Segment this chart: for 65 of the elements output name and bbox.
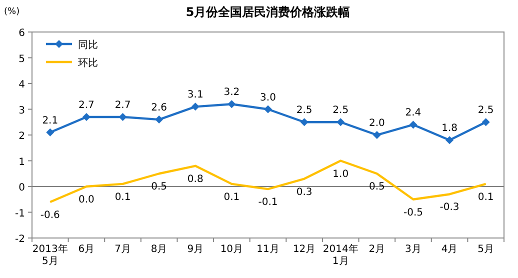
data-label: 0.1 xyxy=(478,192,494,203)
x-tick-label: 5月 xyxy=(478,244,494,255)
data-label: 3.1 xyxy=(187,90,204,101)
x-tick-label: 2014年 1月 xyxy=(322,243,358,267)
y-tick-label: 2 xyxy=(18,131,25,142)
x-tick-label: 3月 xyxy=(405,244,422,255)
x-tick-label: 12月 xyxy=(292,244,316,255)
point xyxy=(191,102,200,111)
x-tick-label: 2013年 5月 xyxy=(32,243,68,267)
y-tick-label: 0 xyxy=(18,182,25,194)
y-tick-label: 1 xyxy=(18,156,25,168)
x-tick-label: 9月 xyxy=(187,244,204,255)
data-label: 0.1 xyxy=(114,192,131,203)
x-tick-label: 2月 xyxy=(368,244,386,255)
x-tick-label: 11月 xyxy=(256,244,280,255)
data-label: 0.5 xyxy=(151,182,168,193)
legend-label: 同比 xyxy=(78,39,98,51)
point xyxy=(46,128,54,136)
x-tick-label: 6月 xyxy=(78,244,95,255)
point xyxy=(228,100,236,108)
point xyxy=(446,136,454,144)
y-tick-label: -2 xyxy=(15,234,25,245)
data-label: 0.1 xyxy=(224,192,240,203)
data-label: -0.1 xyxy=(258,197,278,208)
y-tick-label: -1 xyxy=(15,208,25,220)
y-axis-title: (%) xyxy=(4,7,20,17)
data-label: 2.1 xyxy=(42,115,58,126)
chart-title: 5月份全国居民消费价格涨跌幅 xyxy=(186,5,350,19)
data-label: 1.8 xyxy=(442,123,458,134)
data-label: 2.7 xyxy=(78,100,94,111)
point xyxy=(264,105,272,114)
point xyxy=(409,120,418,129)
data-label: 2.5 xyxy=(296,105,312,116)
data-label: 2.5 xyxy=(478,105,494,116)
x-tick-label: 7月 xyxy=(114,244,131,255)
legend-label: 环比 xyxy=(78,57,98,69)
point xyxy=(372,131,381,139)
data-label: 2.6 xyxy=(151,102,168,114)
data-label: -0.5 xyxy=(403,207,423,218)
data-label: 0.8 xyxy=(187,174,204,185)
y-tick-label: 4 xyxy=(18,80,25,90)
x-tick-label: 10月 xyxy=(220,244,244,255)
data-label: 2.0 xyxy=(368,118,385,129)
point xyxy=(336,118,345,126)
x-tick-label: 8月 xyxy=(150,244,168,255)
data-label: 0.5 xyxy=(368,182,385,193)
data-label: 3.0 xyxy=(260,92,276,104)
point xyxy=(155,116,164,124)
y-tick-label: 6 xyxy=(18,28,25,39)
data-label: 3.2 xyxy=(224,87,240,98)
point xyxy=(482,118,490,126)
data-label: 2.4 xyxy=(405,108,422,119)
point xyxy=(300,118,308,126)
data-label: 1.0 xyxy=(332,168,349,180)
point xyxy=(118,112,127,121)
y-tick-label: 5 xyxy=(18,54,25,65)
data-label: -0.6 xyxy=(40,210,60,221)
data-label: 2.5 xyxy=(332,105,349,116)
data-label: 2.7 xyxy=(114,100,131,111)
x-tick-label: 4月 xyxy=(441,244,458,255)
data-label: -0.3 xyxy=(440,202,460,214)
data-label: 0.3 xyxy=(296,186,312,198)
y-tick-label: 3 xyxy=(18,105,25,116)
point xyxy=(82,112,90,121)
data-label: 0.0 xyxy=(78,194,94,206)
